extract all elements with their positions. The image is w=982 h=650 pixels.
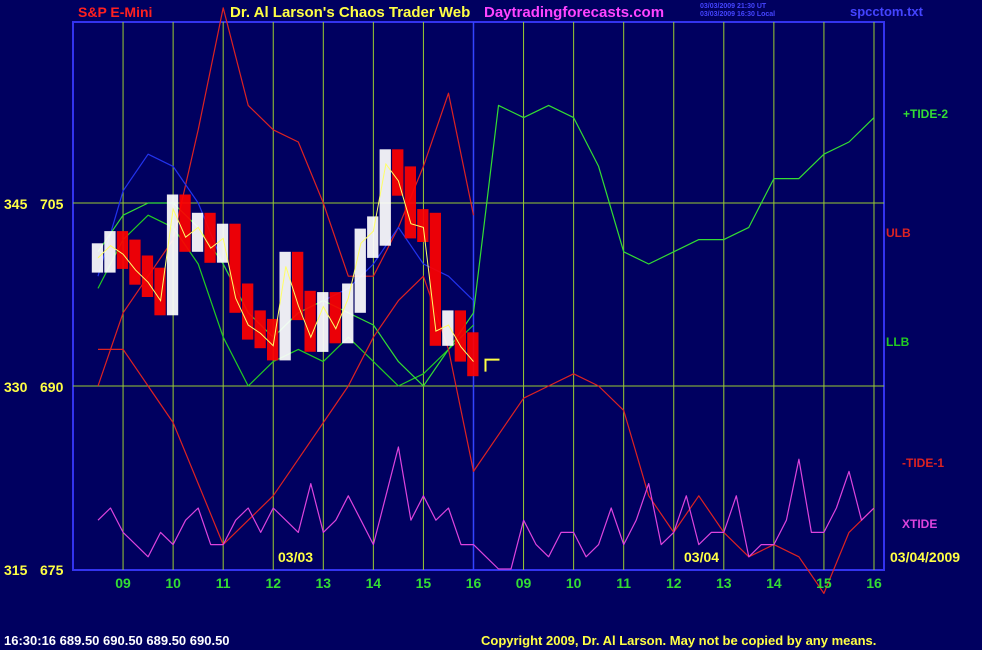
site-label[interactable]: Daytradingforecasts.com: [484, 4, 664, 21]
x-tick-label-1: 10: [165, 575, 181, 591]
end-date-label: 03/04/2009: [890, 549, 960, 565]
axes: 345 705 330 690 315 675 09 10 11 12 13 14 15 16 09 10 11…: [4, 196, 882, 591]
price-bar: [417, 209, 429, 242]
y-tick-inner-1: 330: [4, 379, 28, 395]
filename-label: spcctom.txt: [850, 4, 924, 19]
x-tick-label-6: 15: [416, 575, 432, 591]
price-bar: [242, 283, 254, 340]
price-bar: [292, 251, 304, 321]
x-tick-label-10: 11: [616, 575, 631, 591]
x-tick-label-8: 09: [516, 575, 532, 591]
day2-label: 03/04: [684, 549, 719, 565]
x-tick-label-9: 10: [566, 575, 582, 591]
price-bar: [392, 149, 404, 196]
price-bar: [104, 231, 116, 273]
price-bar: [154, 267, 166, 316]
price-bar: [141, 255, 154, 297]
price-bar: [404, 166, 416, 239]
price-bar: [354, 228, 366, 313]
price-bar: [116, 231, 129, 269]
x-tick-label-11: 12: [666, 575, 682, 591]
price-bar: [304, 290, 316, 352]
price-bar: [379, 149, 391, 246]
copyright-line: Copyright 2009, Dr. Al Larson. May not b…: [481, 633, 876, 648]
x-tick-label-13: 14: [766, 575, 782, 591]
timestamp-ut: 03/03/2009 21:30 UT: [700, 3, 767, 10]
price-bar: [467, 332, 479, 377]
x-tick-label-3: 12: [265, 575, 281, 591]
price-bar: [91, 243, 104, 273]
price-bar: [279, 251, 291, 361]
y-tick-outer-1: 690: [40, 379, 64, 395]
price-bar: [229, 223, 241, 313]
series-layer: [97, 7, 875, 594]
legend-xtide: XTIDE: [902, 517, 937, 531]
price-bar: [342, 283, 354, 344]
grid: [73, 22, 884, 570]
y-tick-outer-0: 705: [40, 196, 64, 212]
plot-frame: [72, 21, 885, 571]
y-tick-outer-2: 675: [40, 562, 64, 578]
symbol-label: S&P E-Mini: [78, 4, 152, 20]
price-close-line: [97, 162, 474, 362]
price-bar: [204, 212, 216, 263]
chart-title: Dr. Al Larson's Chaos Trader Web: [230, 4, 470, 21]
tide-minus-line: [98, 275, 875, 594]
x-tick-label-12: 13: [716, 575, 732, 591]
timestamp-local: 03/03/2009 16:30 Local: [700, 11, 775, 18]
tide-plus-line: [97, 104, 875, 387]
price-bar: [317, 292, 329, 352]
x-tick-label-7: 16: [466, 575, 482, 591]
x-tick-label-0: 09: [115, 575, 131, 591]
last-price-marker: [484, 358, 500, 372]
xtide-line: [97, 446, 875, 570]
price-bar: [429, 212, 441, 346]
x-tick-label-4: 13: [316, 575, 332, 591]
price-bar: [216, 223, 229, 263]
price-bar: [166, 194, 179, 316]
price-bar: [129, 239, 141, 285]
legend-tide-plus: +TIDE-2: [903, 107, 948, 121]
plot-border: [72, 21, 885, 571]
x-tick-label-14: 15: [816, 575, 832, 591]
day1-label: 03/03: [278, 549, 313, 565]
price-bar: [329, 292, 341, 344]
price-bar: [367, 216, 379, 258]
y-tick-inner-2: 315: [4, 562, 28, 578]
quote-line: 16:30:16 689.50 690.50 689.50 690.50: [4, 633, 230, 648]
legend-tide-minus: -TIDE-1: [902, 456, 944, 470]
price-bar: [191, 212, 204, 252]
y-tick-inner-0: 345: [4, 196, 28, 212]
x-tick-label-5: 14: [366, 575, 382, 591]
x-tick-label-2: 11: [216, 575, 231, 591]
legend-llb: LLB: [886, 335, 910, 349]
price-bars: [91, 149, 500, 377]
price-bar: [254, 310, 266, 349]
price-bar: [179, 194, 191, 252]
x-tick-label-15: 16: [866, 575, 882, 591]
legend-ulb: ULB: [886, 226, 911, 240]
price-bar: [267, 318, 279, 361]
price-bar: [442, 310, 454, 346]
price-bar: [454, 310, 466, 362]
